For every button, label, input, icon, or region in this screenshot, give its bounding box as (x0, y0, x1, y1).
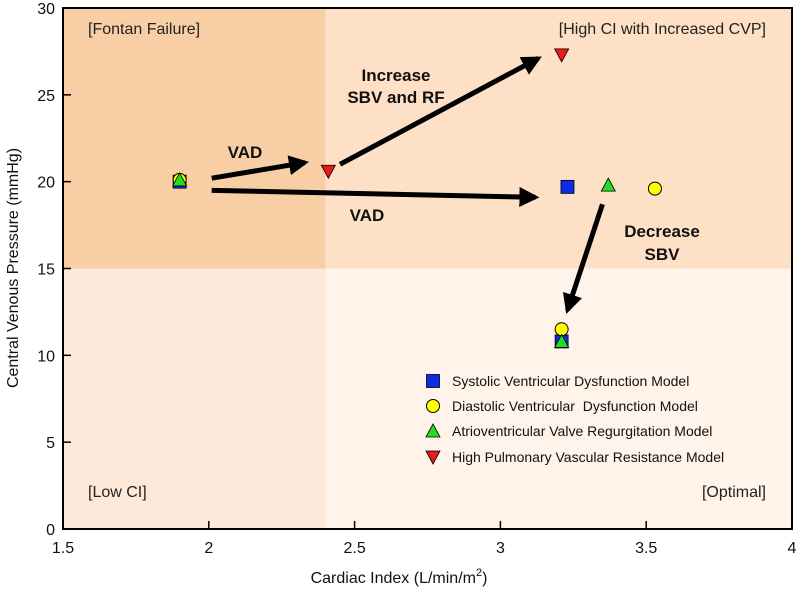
y-tick-label: 30 (37, 1, 55, 18)
arrow (562, 203, 605, 314)
annotation-vad-lower: VAD (350, 206, 385, 225)
annotation-increase-line1: Increase (362, 66, 431, 85)
legend-marker-series-0 (426, 374, 440, 388)
data-point-series-1 (647, 181, 662, 196)
legend-markers (425, 374, 441, 465)
arrow (211, 155, 309, 181)
annotation-decrease-line2: SBV (645, 245, 681, 264)
data-point-series-3 (320, 164, 337, 180)
legend: Systolic Ventricular Dysfunction Model D… (412, 362, 782, 476)
x-tick-label: 2.5 (343, 540, 365, 557)
x-tick-label: 2 (204, 540, 213, 557)
legend-label-systolic: Systolic Ventricular Dysfunction Model (452, 373, 689, 389)
x-tick-label: 3 (496, 540, 505, 557)
data-point-series-3 (553, 48, 570, 63)
data-markers (171, 48, 662, 349)
legend-label-av-regurgitation: Atrioventricular Valve Regurgitation Mod… (452, 423, 712, 439)
legend-label-pvr: High Pulmonary Vascular Resistance Model (452, 449, 724, 465)
arrow (211, 186, 540, 207)
arrows (211, 56, 605, 314)
legend-marker-series-1 (426, 399, 440, 413)
region-label-high-ci: [High CI with Increased CVP] (559, 21, 766, 38)
y-tick-label: 5 (46, 435, 55, 452)
data-point-series-2 (600, 177, 616, 192)
legend-label-diastolic: Diastolic Ventricular Dysfunction Model (452, 398, 698, 414)
y-axis-label: Central Venous Pressure (mmHg) (5, 148, 22, 388)
y-tick-label: 25 (37, 88, 55, 105)
x-tick-label: 4 (788, 540, 797, 557)
annotation-increase-line2: SBV and RF (347, 88, 444, 107)
y-tick-label: 20 (37, 175, 55, 192)
data-point-series-2 (553, 333, 570, 348)
x-axis-label: Cardiac Index (L/min/m2) (311, 567, 488, 587)
region-low-ci (63, 268, 326, 529)
annotation-vad-upper: VAD (228, 143, 263, 162)
region-label-low-ci: [Low CI] (88, 484, 147, 501)
arrow (338, 56, 542, 167)
data-point-series-2 (171, 172, 188, 187)
legend-marker-series-2 (425, 423, 441, 438)
data-point-series-0 (560, 179, 575, 194)
x-tick-label: 3.5 (635, 540, 657, 557)
x-tick-label: 1.5 (52, 540, 74, 557)
y-tick-label: 10 (37, 348, 55, 365)
region-high-ci-high-cvp (325, 8, 792, 269)
region-label-fontan-failure: [Fontan Failure] (88, 21, 200, 38)
annotation-decrease-line1: Decrease (624, 222, 700, 241)
region-fontan-failure (63, 8, 326, 269)
plot-frame (62, 7, 793, 530)
legend-marker-series-3 (425, 450, 441, 465)
legend-box (412, 362, 782, 476)
y-tick-label: 0 (46, 522, 55, 539)
region-label-optimal: [Optimal] (702, 484, 766, 501)
y-tick-label: 15 (37, 262, 55, 279)
